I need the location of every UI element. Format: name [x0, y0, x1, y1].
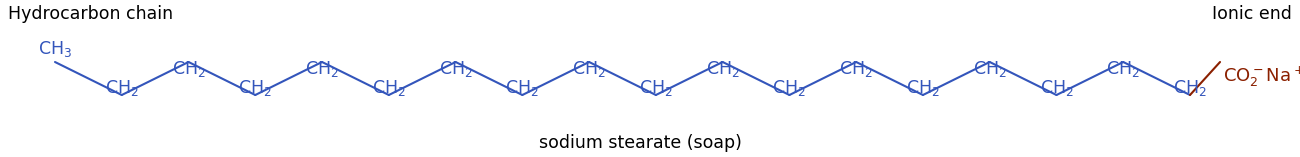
Text: CH$_2$: CH$_2$ [238, 78, 272, 98]
Text: CH$_2$: CH$_2$ [706, 59, 740, 79]
Text: CH$_2$: CH$_2$ [438, 59, 472, 79]
Text: sodium stearate (soap): sodium stearate (soap) [538, 134, 741, 152]
Text: CH$_2$: CH$_2$ [372, 78, 406, 98]
Text: Hydrocarbon chain: Hydrocarbon chain [8, 5, 173, 23]
Text: CH$_2$: CH$_2$ [306, 59, 339, 79]
Text: CH$_3$: CH$_3$ [38, 39, 72, 59]
Text: CH$_2$: CH$_2$ [1173, 78, 1206, 98]
Text: CO$_2^-$Na$^+$: CO$_2^-$Na$^+$ [1223, 65, 1300, 89]
Text: CH$_2$: CH$_2$ [172, 59, 205, 79]
Text: CH$_2$: CH$_2$ [1106, 59, 1140, 79]
Text: CH$_2$: CH$_2$ [1040, 78, 1074, 98]
Text: CH$_2$: CH$_2$ [506, 78, 540, 98]
Text: CH$_2$: CH$_2$ [772, 78, 806, 98]
Text: CH$_2$: CH$_2$ [906, 78, 940, 98]
Text: CH$_2$: CH$_2$ [105, 78, 139, 98]
Text: CH$_2$: CH$_2$ [840, 59, 874, 79]
Text: CH$_2$: CH$_2$ [638, 78, 673, 98]
Text: CH$_2$: CH$_2$ [572, 59, 606, 79]
Text: Ionic end: Ionic end [1212, 5, 1292, 23]
Text: CH$_2$: CH$_2$ [972, 59, 1006, 79]
